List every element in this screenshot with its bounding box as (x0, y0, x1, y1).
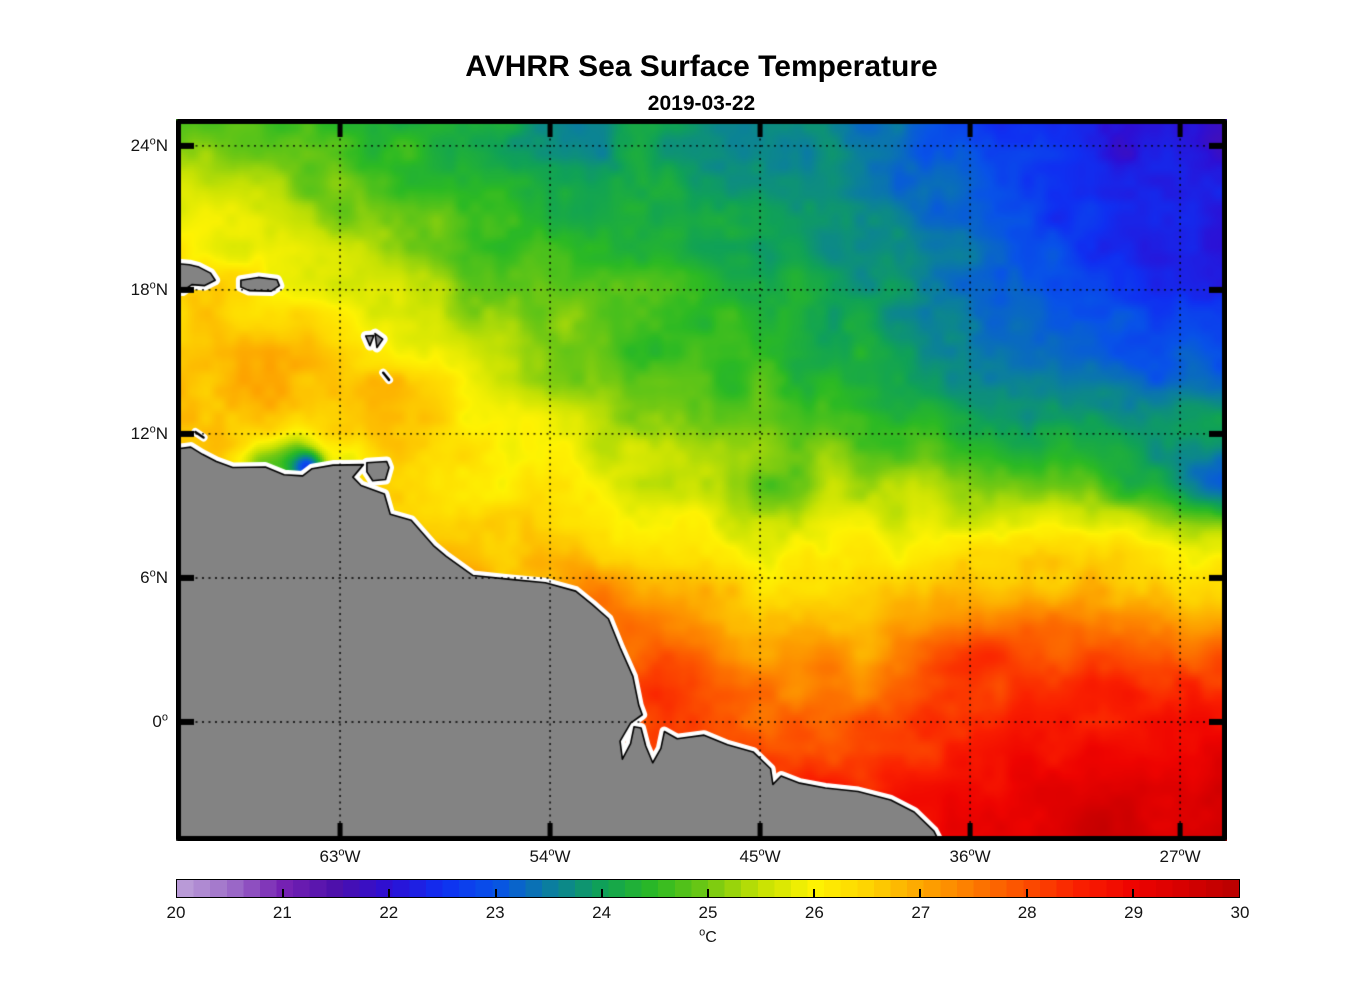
colorbar-tick (813, 889, 816, 897)
x-tick-label: 54oW (529, 846, 571, 866)
colorbar-tick (494, 889, 497, 897)
colorbar-tick (919, 889, 922, 897)
colorbar-tick (707, 889, 709, 897)
colorbar-tick-label: 25 (698, 903, 718, 922)
unit-letter: C (705, 929, 717, 946)
colorbar-tick-label: 29 (1124, 903, 1144, 922)
colorbar-tick-label: 27 (911, 903, 931, 922)
colorbar-tick-label: 30 (1230, 903, 1250, 922)
colorbar-tick-label: 24 (592, 903, 612, 922)
y-tick-label: 0o (152, 711, 168, 731)
degree-symbol: o (699, 926, 706, 939)
colorbar-tick (388, 889, 391, 897)
colorbar-tick (1131, 889, 1134, 897)
colorbar-tick-label: 23 (485, 903, 505, 922)
y-tick-label: 12oN (130, 423, 168, 443)
y-tick-label: 24oN (130, 135, 168, 155)
colorbar-unit-label: oC (176, 926, 1240, 947)
chart-subtitle: 2019-03-22 (647, 92, 756, 115)
colorbar (176, 879, 1240, 898)
y-tick-label: 6oN (140, 567, 168, 587)
x-tick-label: 36oW (949, 846, 991, 866)
colorbar-tick-label: 22 (379, 903, 399, 922)
colorbar-tick-label: 26 (804, 903, 824, 922)
chart-title: AVHRR Sea Surface Temperature (465, 50, 938, 83)
colorbar-tick-label: 20 (166, 903, 186, 922)
colorbar-tick-label: 28 (1017, 903, 1037, 922)
colorbar-tick-label: 21 (272, 903, 292, 922)
colorbar-tick (282, 889, 285, 897)
y-tick-label: 18oN (130, 279, 168, 299)
x-tick-label: 27oW (1159, 846, 1201, 866)
colorbar-tick (600, 889, 603, 897)
x-tick-label: 45oW (739, 846, 781, 866)
sst-map-canvas (176, 119, 1227, 841)
colorbar-tick (1025, 889, 1028, 897)
x-tick-label: 63oW (319, 846, 361, 866)
